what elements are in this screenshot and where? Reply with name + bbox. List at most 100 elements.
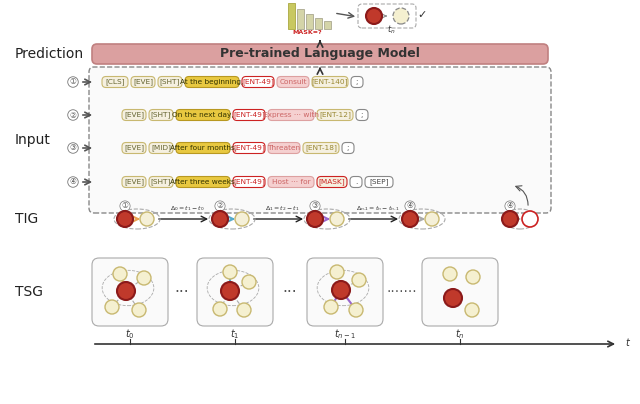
Text: MASK=?: MASK=? <box>292 29 322 34</box>
Text: [ENT-49]: [ENT-49] <box>242 79 274 85</box>
Text: $\Delta_0 =t_1-t_0$: $\Delta_0 =t_1-t_0$ <box>170 204 205 213</box>
Text: Express ··· with: Express ··· with <box>263 112 319 118</box>
Bar <box>315 18 322 29</box>
Text: $t_0$: $t_0$ <box>125 327 135 341</box>
Text: Input: Input <box>15 133 51 147</box>
FancyBboxPatch shape <box>317 109 353 120</box>
Text: At the beginning,: At the beginning, <box>180 79 244 85</box>
FancyBboxPatch shape <box>131 76 155 88</box>
FancyBboxPatch shape <box>92 258 168 326</box>
FancyBboxPatch shape <box>356 109 368 120</box>
Text: ④: ④ <box>406 202 413 210</box>
Text: $t_{n-1}$: $t_{n-1}$ <box>334 327 356 341</box>
Ellipse shape <box>213 302 227 316</box>
FancyBboxPatch shape <box>422 258 498 326</box>
Bar <box>297 9 304 29</box>
FancyBboxPatch shape <box>351 76 363 88</box>
FancyBboxPatch shape <box>158 76 182 88</box>
Ellipse shape <box>330 212 344 226</box>
FancyBboxPatch shape <box>122 177 146 187</box>
Text: ③: ③ <box>312 202 319 210</box>
Ellipse shape <box>212 211 228 227</box>
Ellipse shape <box>117 282 135 300</box>
Ellipse shape <box>443 267 457 281</box>
FancyBboxPatch shape <box>197 258 273 326</box>
Ellipse shape <box>393 8 409 24</box>
Ellipse shape <box>242 275 256 289</box>
Text: ;: ; <box>347 145 349 151</box>
Text: [ENT-18]: [ENT-18] <box>305 145 337 152</box>
Text: ;: ; <box>356 79 358 85</box>
Ellipse shape <box>221 282 239 300</box>
FancyBboxPatch shape <box>268 177 314 187</box>
Ellipse shape <box>132 303 146 317</box>
Text: ···: ··· <box>283 284 298 299</box>
Text: ✓: ✓ <box>417 10 427 20</box>
FancyBboxPatch shape <box>176 143 230 154</box>
Text: On the next day,: On the next day, <box>172 112 234 118</box>
Text: [SHT]: [SHT] <box>151 179 172 185</box>
Ellipse shape <box>366 8 382 24</box>
Ellipse shape <box>223 265 237 279</box>
Text: ②: ② <box>216 202 223 210</box>
Text: Host ··· for: Host ··· for <box>272 179 310 185</box>
FancyBboxPatch shape <box>92 44 548 64</box>
Text: [SEP]: [SEP] <box>369 179 389 185</box>
Ellipse shape <box>465 303 479 317</box>
FancyBboxPatch shape <box>149 109 173 120</box>
FancyBboxPatch shape <box>149 177 173 187</box>
FancyBboxPatch shape <box>89 67 551 213</box>
Ellipse shape <box>105 300 119 314</box>
FancyBboxPatch shape <box>233 109 265 120</box>
FancyBboxPatch shape <box>307 258 383 326</box>
FancyBboxPatch shape <box>102 76 128 88</box>
Text: ①: ① <box>70 78 76 86</box>
Bar <box>288 3 295 29</box>
Text: TSG: TSG <box>15 285 43 299</box>
FancyBboxPatch shape <box>317 177 347 187</box>
Ellipse shape <box>324 300 338 314</box>
Ellipse shape <box>352 273 366 287</box>
Text: [ENT-49]: [ENT-49] <box>233 179 265 185</box>
Text: Threaten: Threaten <box>268 145 301 151</box>
Text: [EVE]: [EVE] <box>124 145 144 152</box>
Bar <box>324 21 331 29</box>
Ellipse shape <box>332 281 350 299</box>
Ellipse shape <box>137 271 151 285</box>
Text: [EVE]: [EVE] <box>124 112 144 118</box>
Text: $t_n$: $t_n$ <box>387 24 396 36</box>
Text: Consult: Consult <box>279 79 307 85</box>
Text: [CLS]: [CLS] <box>105 79 125 85</box>
Text: [ENT-12]: [ENT-12] <box>319 112 351 118</box>
FancyBboxPatch shape <box>233 177 265 187</box>
Ellipse shape <box>235 212 249 226</box>
FancyBboxPatch shape <box>122 143 146 154</box>
Text: $t_n$: $t_n$ <box>455 327 465 341</box>
Text: $t_1$: $t_1$ <box>230 327 240 341</box>
Text: Prediction: Prediction <box>15 47 84 61</box>
FancyBboxPatch shape <box>122 109 146 120</box>
Text: $t$: $t$ <box>625 336 631 348</box>
Ellipse shape <box>113 267 127 281</box>
Text: [SHT]: [SHT] <box>160 79 180 85</box>
FancyBboxPatch shape <box>303 143 339 154</box>
Text: [SHT]: [SHT] <box>151 112 172 118</box>
Text: $\Delta_{n\text{-}1} =t_n-t_{n\text{-}1}$: $\Delta_{n\text{-}1} =t_n-t_{n\text{-}1}… <box>356 204 399 213</box>
Text: ③: ③ <box>70 143 76 152</box>
Text: $\Delta_1 =t_2-t_1$: $\Delta_1 =t_2-t_1$ <box>265 204 300 213</box>
Text: ①: ① <box>122 202 129 210</box>
Text: [EVE]: [EVE] <box>133 79 153 85</box>
Text: ?: ? <box>527 214 533 224</box>
Text: [ENT-49]: [ENT-49] <box>233 145 265 152</box>
FancyBboxPatch shape <box>365 177 393 187</box>
Text: ④: ④ <box>507 202 513 210</box>
FancyBboxPatch shape <box>268 143 300 154</box>
FancyBboxPatch shape <box>277 76 309 88</box>
FancyBboxPatch shape <box>233 143 265 154</box>
Ellipse shape <box>444 289 462 307</box>
FancyBboxPatch shape <box>185 76 239 88</box>
Text: ···: ··· <box>175 284 189 299</box>
FancyBboxPatch shape <box>342 143 354 154</box>
Text: ·······: ······· <box>387 285 417 299</box>
FancyBboxPatch shape <box>176 177 230 187</box>
